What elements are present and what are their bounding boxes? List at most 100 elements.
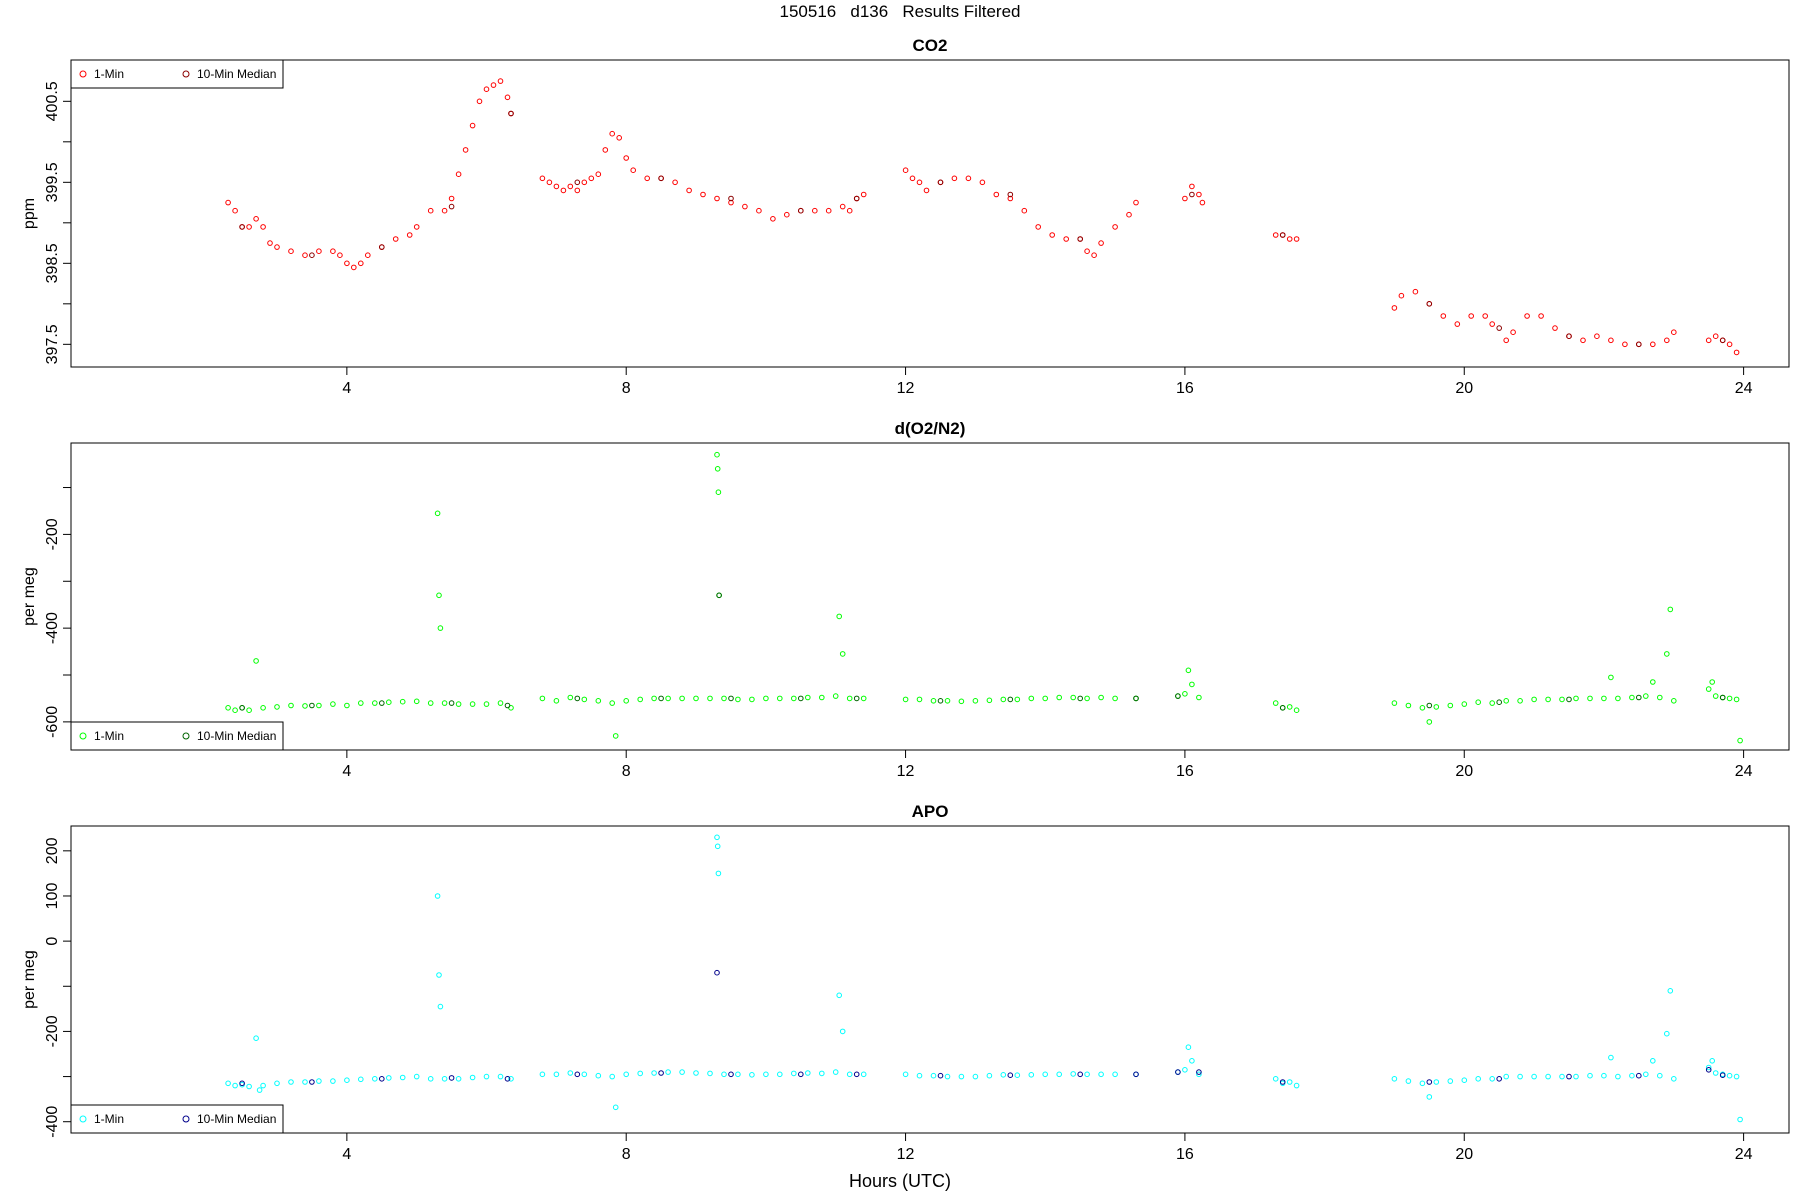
- data-point: [777, 1071, 783, 1078]
- x-tick-label: 16: [1176, 1146, 1194, 1163]
- data-point: [1726, 1072, 1733, 1079]
- data-point: [770, 216, 776, 222]
- data-point: [1650, 341, 1656, 348]
- data-point: [1573, 1073, 1579, 1080]
- y-axis-label: per meg: [21, 567, 38, 626]
- data-point: [812, 207, 818, 214]
- data-point: [714, 466, 721, 472]
- data-point: [546, 179, 553, 186]
- legend: 1-Min 10-Min Median: [70, 59, 284, 89]
- data-point: [567, 1070, 574, 1076]
- data-point: [860, 695, 867, 702]
- data-point: [1524, 313, 1530, 319]
- data-point: [351, 264, 357, 271]
- data-point: [1077, 1071, 1083, 1078]
- y-tick-label: -200: [44, 1015, 61, 1047]
- data-point: [1286, 704, 1293, 710]
- data-point: [612, 733, 619, 739]
- data-point: [1000, 696, 1007, 703]
- page-title: 150516 d136 Results Filtered: [779, 2, 1021, 21]
- x-tick-label: 8: [622, 1146, 631, 1163]
- data-point: [937, 179, 944, 186]
- data-point: [993, 191, 1000, 198]
- data-point: [836, 992, 843, 999]
- data-point: [455, 171, 462, 177]
- data-point: [260, 1082, 266, 1089]
- data-point: [1601, 695, 1607, 702]
- data-point: [1705, 1064, 1712, 1071]
- data-point: [714, 969, 720, 976]
- data-point: [721, 695, 727, 702]
- data-point: [846, 695, 853, 702]
- data-point: [1279, 1079, 1286, 1085]
- data-point: [567, 183, 574, 190]
- data-point: [1719, 1072, 1726, 1078]
- data-point: [497, 700, 504, 706]
- data-point: [316, 248, 322, 254]
- data-point: [256, 1087, 263, 1093]
- y-tick-label: 100: [44, 883, 61, 910]
- data-point: [1286, 236, 1293, 242]
- data-point: [707, 1070, 713, 1077]
- x-tick-label: 4: [342, 1146, 351, 1163]
- data-point: [805, 1070, 811, 1076]
- data-point: [916, 179, 923, 186]
- data-point: [476, 98, 483, 105]
- x-tick-label: 20: [1455, 380, 1473, 397]
- data-point: [609, 1073, 616, 1080]
- panel-title: d(O2/N2): [895, 419, 966, 438]
- data-point: [508, 1076, 514, 1082]
- o2n2-panel: d(O2/N2) per meg 4 8 12 16 20 24 -600 -400 -200 1-M…: [21, 419, 1790, 780]
- data-point: [728, 695, 734, 702]
- data-point: [1587, 1072, 1593, 1079]
- data-point: [1667, 988, 1674, 994]
- data-point: [504, 1076, 511, 1082]
- x-tick-label: 16: [1176, 763, 1194, 780]
- data-point: [316, 702, 322, 709]
- data-point: [839, 203, 846, 210]
- data-point: [386, 1075, 392, 1081]
- data-point: [902, 167, 909, 173]
- legend-box: [70, 59, 284, 89]
- data-point: [1538, 313, 1544, 319]
- data-point: [337, 252, 343, 258]
- data-point: [1587, 695, 1593, 702]
- data-point: [700, 191, 706, 198]
- data-point: [679, 1069, 685, 1075]
- data-point: [693, 695, 699, 702]
- data-point: [763, 695, 769, 702]
- data-point: [288, 1079, 294, 1085]
- data-point: [693, 1070, 699, 1076]
- data-point: [612, 1104, 619, 1111]
- data-point: [763, 1071, 769, 1078]
- y-tick-label: 399.5: [44, 162, 61, 202]
- data-point: [483, 1073, 490, 1080]
- data-point: [1475, 1076, 1481, 1082]
- data-point: [330, 1078, 336, 1084]
- data-point: [574, 1071, 581, 1078]
- x-tick-label: 24: [1735, 380, 1753, 397]
- legend-label: 10-Min Median: [197, 1112, 276, 1126]
- data-point: [448, 195, 455, 202]
- data-point: [1566, 333, 1572, 340]
- data-point: [860, 1071, 867, 1078]
- data-point: [1726, 695, 1733, 702]
- data-point: [1709, 1058, 1715, 1064]
- data-point: [595, 1072, 602, 1079]
- data-point: [798, 695, 804, 702]
- data-point: [1454, 321, 1461, 327]
- data-point: [574, 695, 581, 702]
- data-point: [1517, 1073, 1523, 1080]
- data-point: [1705, 337, 1712, 344]
- data-point: [651, 1070, 657, 1076]
- data-point: [832, 693, 839, 699]
- y-tick-label: 397.5: [44, 324, 61, 364]
- data-point: [1042, 695, 1048, 702]
- data-point: [392, 236, 399, 242]
- data-point: [819, 1070, 825, 1077]
- x-tick-label: 4: [342, 380, 351, 397]
- data-point: [1433, 1079, 1440, 1085]
- data-point: [567, 694, 574, 701]
- data-point: [944, 698, 951, 704]
- data-point: [1726, 341, 1733, 348]
